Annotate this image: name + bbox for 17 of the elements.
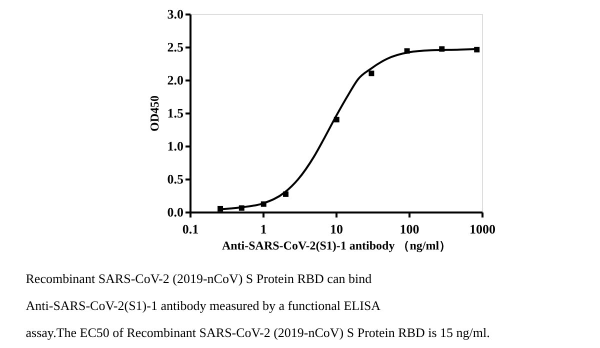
text: Anti-SARS-CoV-2(S1)-1 antibody measured by a functional ELISA [26,298,382,313]
x-tick-label: 1 [260,222,267,236]
text: Recombinant SARS-CoV-2 (2019-nCoV) S Protein RBD can bind [26,271,372,286]
y-tick-label: 0.5 [167,172,184,186]
y-tick-label: 3.0 [167,6,184,22]
y-axis-title: OD450 [147,96,162,132]
x-tick-label: 100 [400,222,420,236]
y-tick-label: 1.0 [167,138,184,154]
x-tick-label: 10 [330,222,343,236]
x-axis-title: Anti-SARS-CoV-2(S1)-1 antibody （ng/ml） [222,238,452,252]
x-tick-label: 0.1 [182,222,199,236]
text: assay.The EC50 of Recombinant SARS-CoV-2 (2019-nCoV) S Protein RBD is 15 ng/ml. [26,325,490,340]
x-tick-label: 1000 [470,222,496,236]
y-tick-label: 2.0 [167,72,184,88]
y-tick-label: 2.5 [167,40,184,54]
y-tick-label: 0.0 [167,204,184,220]
y-tick-label: 1.5 [167,106,184,120]
